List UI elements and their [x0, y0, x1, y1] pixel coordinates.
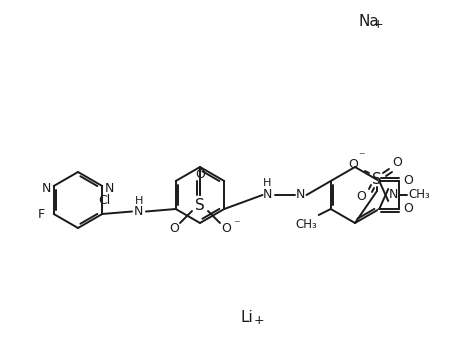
Text: N: N	[42, 182, 52, 194]
Text: O: O	[348, 159, 358, 171]
Text: N: N	[296, 189, 305, 201]
Text: ⁻: ⁻	[358, 150, 364, 164]
Text: +: +	[373, 18, 384, 31]
Text: CH₃: CH₃	[408, 189, 430, 201]
Text: H: H	[135, 195, 143, 206]
Text: O: O	[221, 221, 231, 235]
Text: O: O	[356, 191, 366, 203]
Text: ⁻: ⁻	[232, 218, 239, 232]
Text: Na: Na	[358, 15, 379, 29]
Text: Li: Li	[240, 311, 253, 325]
Text: O: O	[392, 156, 402, 169]
Text: N: N	[105, 182, 114, 194]
Text: S: S	[372, 171, 382, 187]
Text: O: O	[195, 168, 205, 180]
Text: N: N	[263, 188, 272, 200]
Text: Cl: Cl	[98, 193, 110, 207]
Text: N: N	[133, 205, 143, 218]
Text: O: O	[403, 202, 413, 216]
Text: H: H	[263, 178, 272, 188]
Text: CH₃: CH₃	[295, 217, 317, 231]
Text: O: O	[403, 174, 413, 188]
Text: F: F	[38, 208, 45, 220]
Text: S: S	[195, 197, 205, 213]
Text: O: O	[169, 221, 179, 235]
Text: +: +	[254, 314, 265, 327]
Text: N: N	[389, 189, 398, 201]
